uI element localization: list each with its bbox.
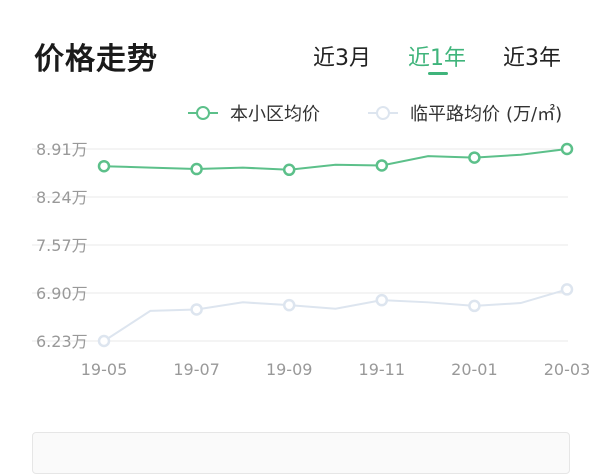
y-tick-label: 7.57万 (36, 236, 88, 255)
data-point-nearby (282, 298, 296, 312)
info-card (32, 432, 570, 474)
data-point-nearby (375, 293, 389, 307)
x-tick-label: 20-01 (451, 360, 498, 379)
x-tick-label: 19-07 (173, 360, 220, 379)
legend-item-nearby[interactable]: 临平路均价 (万/㎡) (368, 100, 562, 126)
legend-label-nearby: 临平路均价 (410, 104, 500, 125)
series-line-community (103, 148, 568, 171)
x-tick-label: 20-03 (544, 360, 591, 379)
legend-unit: (万/㎡) (506, 104, 563, 125)
data-point-nearby (560, 283, 574, 296)
header: 价格走势 近3月 近1年 近3年 (0, 0, 600, 90)
data-point-community (97, 159, 111, 173)
series-line-nearby (103, 288, 568, 342)
x-tick-label: 19-05 (81, 360, 128, 379)
active-tab-indicator (428, 72, 448, 75)
data-point-nearby (468, 299, 481, 313)
price-trend-chart: 6.23万 6.90万 7.57万 8.24万 8.91万 19-05 19-07 19-09… (32, 140, 591, 379)
y-tick-label: 8.24万 (36, 188, 88, 207)
period-tabs: 近3月 近1年 近3年 (0, 40, 600, 80)
data-point-community (282, 163, 296, 177)
data-point-community (560, 142, 574, 156)
data-point-community (375, 159, 389, 172)
legend-line-dot-icon (368, 106, 398, 120)
legend-line-dot-icon (188, 106, 218, 120)
y-tick-label: 6.23万 (36, 332, 88, 351)
tab-3-months[interactable]: 近3月 (313, 46, 371, 71)
y-tick-label: 6.90万 (36, 284, 88, 303)
legend-label-community: 本小区均价 (230, 104, 320, 125)
y-tick-label: 8.91万 (36, 140, 88, 159)
data-point-community (468, 151, 481, 164)
data-point-community (190, 162, 203, 176)
chart-legend: 本小区均价 临平路均价 (万/㎡) (0, 100, 600, 130)
tab-3-years[interactable]: 近3年 (503, 46, 561, 71)
data-point-nearby (97, 334, 111, 348)
x-tick-label: 19-09 (266, 360, 313, 379)
page-title: 价格走势 (34, 42, 158, 77)
x-tick-label: 19-11 (359, 360, 406, 379)
data-point-nearby (190, 303, 203, 316)
tab-1-year[interactable]: 近1年 (408, 46, 466, 71)
legend-item-community[interactable]: 本小区均价 (188, 100, 320, 126)
